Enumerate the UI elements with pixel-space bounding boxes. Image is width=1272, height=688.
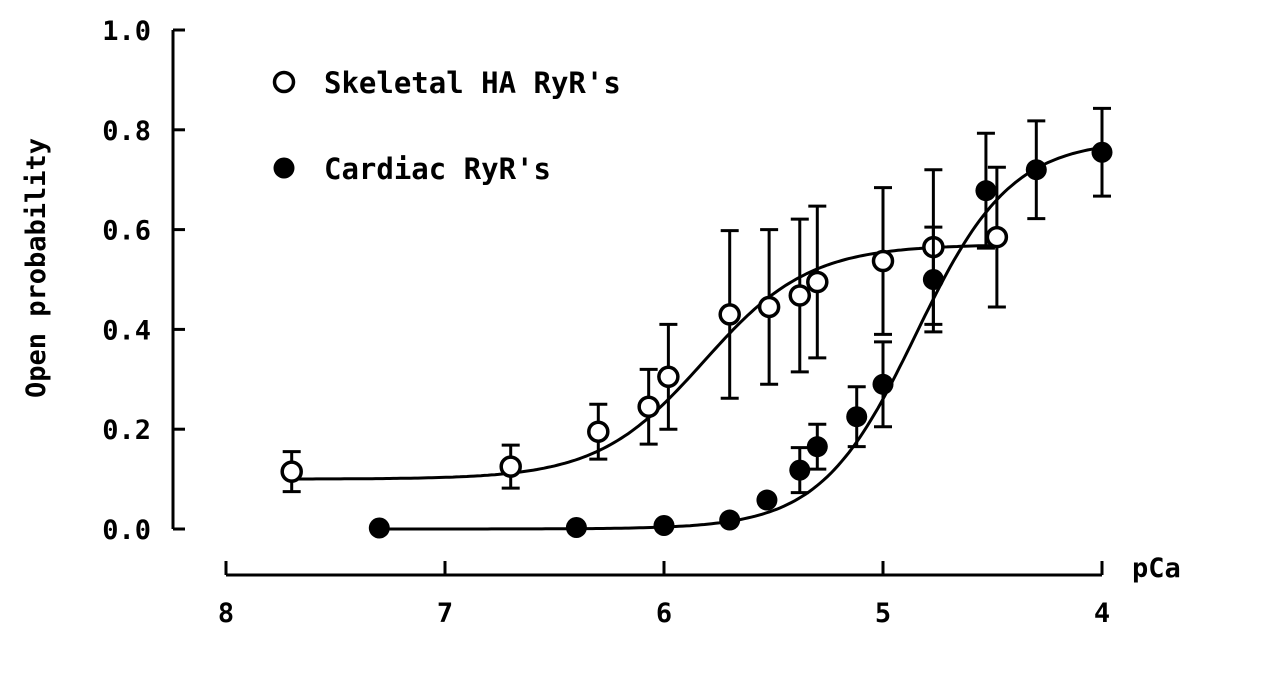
- point-cardiac: [922, 269, 944, 290]
- x-tick-label: 4: [1094, 598, 1110, 629]
- point-skeletal: [871, 249, 895, 273]
- point-skeletal: [718, 303, 741, 326]
- y-tick-label: 0.4: [102, 315, 151, 346]
- data-marks: [280, 106, 1113, 539]
- point-skeletal: [757, 295, 781, 319]
- y-axis-label: Open probability: [21, 138, 52, 398]
- x-axis-label: pCa: [1132, 553, 1181, 584]
- point-skeletal: [657, 365, 680, 389]
- point-cardiac: [565, 517, 587, 539]
- x-tick-label: 7: [437, 598, 453, 629]
- point-cardiac: [789, 459, 811, 481]
- y-tick-label: 0.6: [102, 216, 151, 247]
- y-tick-label: 0.2: [102, 415, 151, 446]
- point-cardiac: [1025, 159, 1047, 181]
- legend-label-skeletal: Skeletal HA RyR's: [324, 66, 621, 100]
- legend-marker-cardiac: [273, 157, 295, 179]
- y-tick-label: 1.0: [102, 16, 151, 47]
- point-cardiac: [368, 517, 390, 539]
- x-tick-label: 6: [656, 598, 672, 629]
- point-skeletal: [637, 395, 660, 418]
- point-cardiac: [719, 509, 741, 531]
- x-tick-label: 8: [218, 598, 234, 629]
- point-skeletal: [587, 420, 610, 443]
- point-cardiac: [975, 180, 997, 202]
- point-skeletal: [985, 225, 1009, 249]
- y-tick-label: 0.8: [102, 116, 151, 147]
- legend-marker-skeletal: [272, 70, 296, 94]
- point-cardiac: [1091, 141, 1113, 163]
- point-cardiac: [806, 436, 828, 458]
- legend-label-cardiac: Cardiac RyR's: [324, 152, 551, 186]
- point-skeletal: [499, 455, 522, 478]
- y-tick-label: 0.0: [102, 515, 151, 546]
- x-tick-label: 5: [875, 598, 891, 629]
- point-skeletal: [280, 460, 303, 483]
- fit-curve-cardiac: [379, 145, 1103, 531]
- point-skeletal: [806, 270, 829, 294]
- point-cardiac: [653, 515, 675, 537]
- point-cardiac: [846, 406, 868, 428]
- axes: 0.0 0.2 0.4 0.6 0.8 1.0 8 7 6 5 4: [102, 16, 1110, 629]
- point-cardiac: [756, 489, 778, 511]
- legend: Skeletal HA RyR's Cardiac RyR's: [272, 66, 621, 186]
- fit-curves: [291, 145, 1103, 531]
- point-skeletal: [788, 284, 812, 307]
- point-cardiac: [872, 373, 894, 395]
